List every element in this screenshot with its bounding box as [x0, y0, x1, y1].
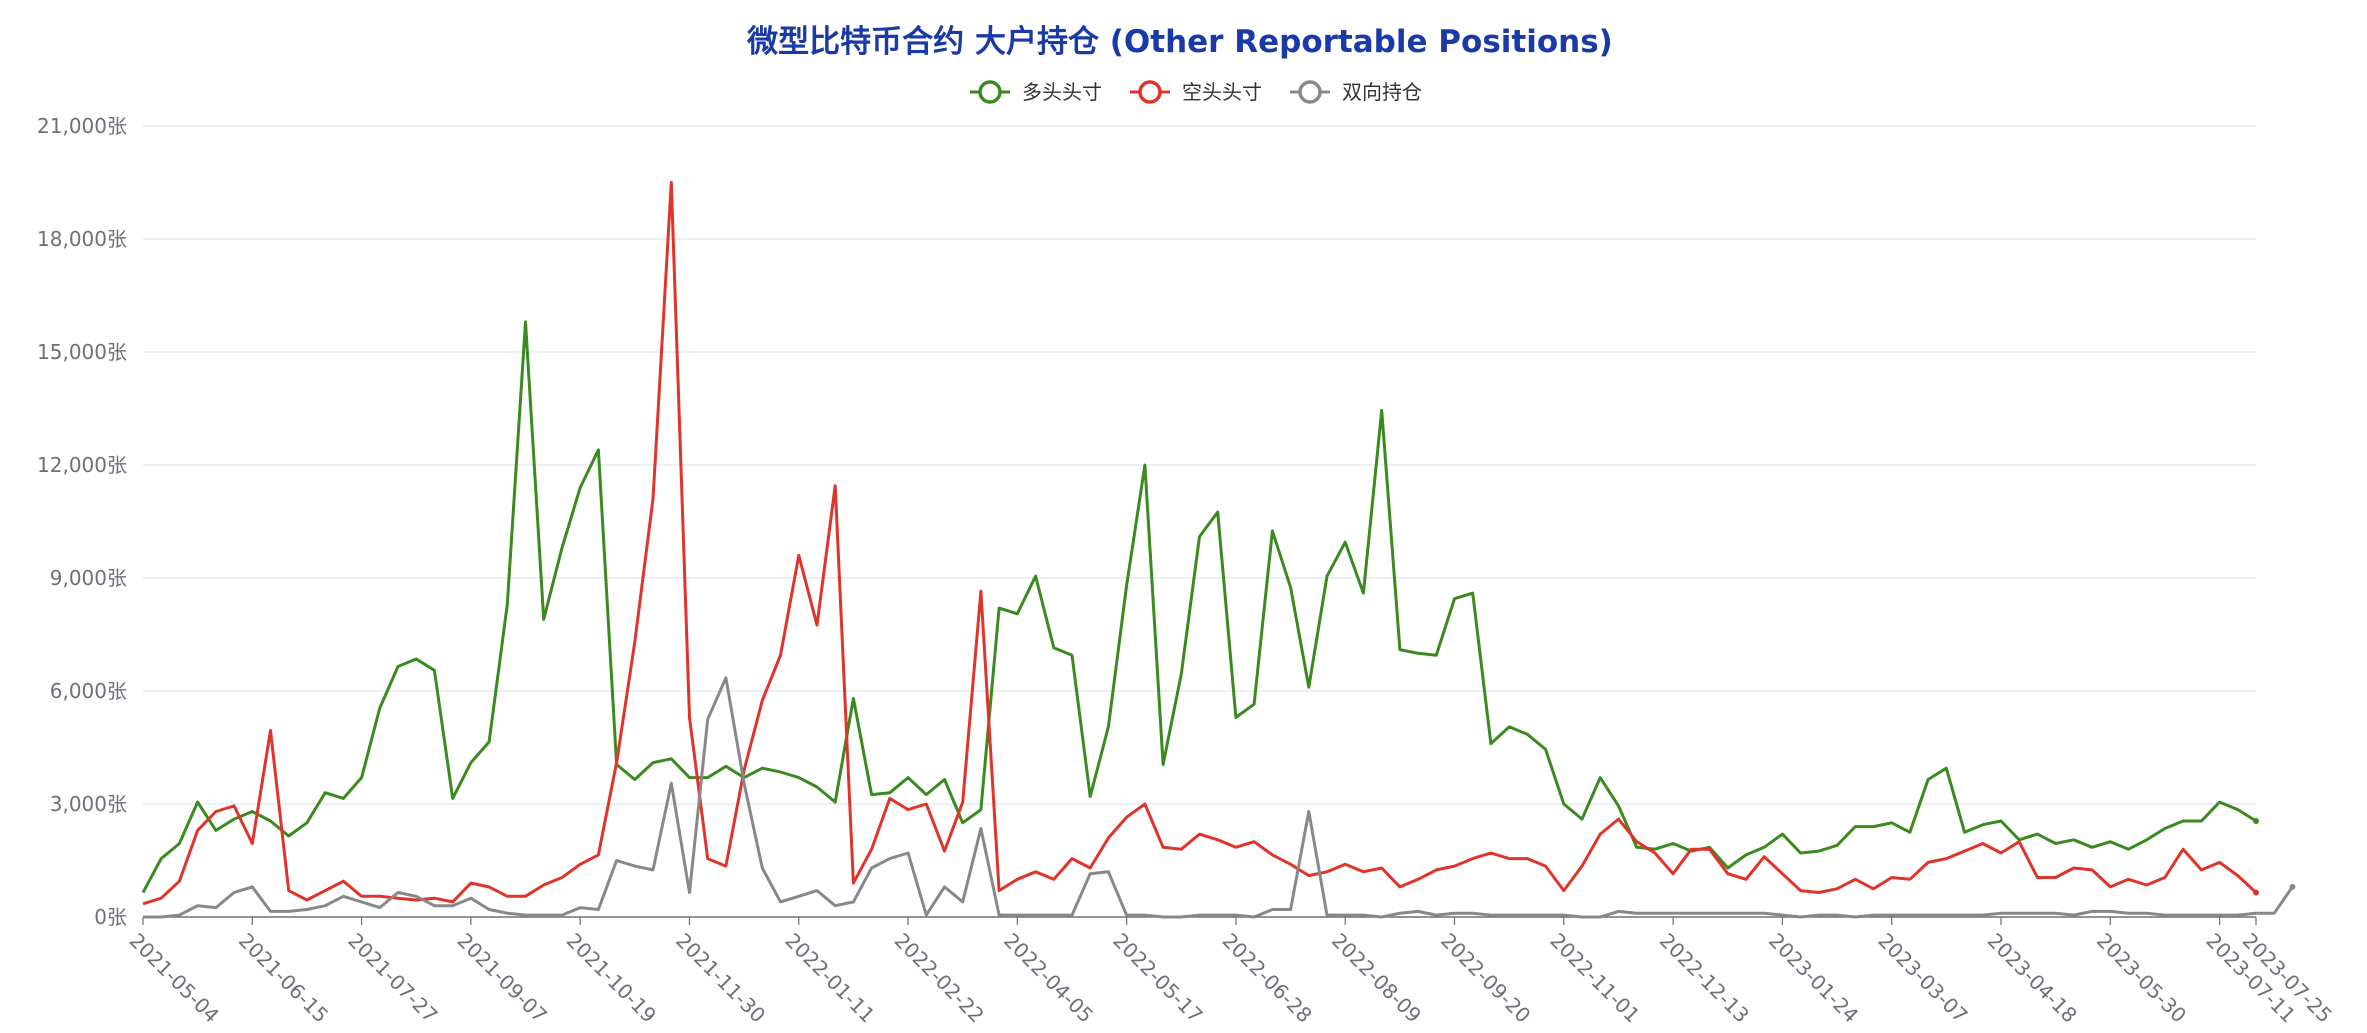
x-tick-label: 2021-07-27: [343, 928, 442, 1027]
x-tick-label: 2022-08-09: [1327, 928, 1426, 1027]
series-line-1: [141, 320, 2257, 894]
x-tick-label: 2021-11-30: [671, 928, 770, 1027]
chart-title: 微型比特币合约 大户持仓 (Other Reportable Positions…: [746, 24, 1613, 60]
x-tick-label: 2023-05-30: [2092, 928, 2191, 1027]
x-tick-label: 2021-06-15: [234, 928, 333, 1027]
legend-label: 多头头寸: [1022, 80, 1102, 104]
x-tick-label: 2023-03-07: [1873, 928, 1972, 1027]
y-tick-label: 9,000张: [50, 566, 127, 590]
series-line-2: [142, 181, 2258, 906]
x-tick-label: 2022-04-05: [999, 928, 1098, 1027]
legend-circle-icon: [1138, 80, 1162, 104]
x-tick-label: 2022-01-11: [780, 928, 879, 1027]
y-tick-label: 0张: [94, 905, 127, 929]
legend[interactable]: 多头头寸 空头头寸 双向持仓: [970, 80, 1422, 104]
legend-circle-icon: [978, 80, 1002, 104]
y-tick-label: 6,000张: [50, 679, 127, 703]
x-tick-label: 2022-11-01: [1546, 928, 1645, 1027]
series-end-point: [2253, 817, 2259, 824]
series-lines: [141, 181, 2296, 919]
series-end-point: [2253, 889, 2259, 896]
legend-item-2[interactable]: 空头头寸: [1130, 80, 1262, 104]
x-tick-label: 2023-01-24: [1764, 928, 1863, 1027]
y-tick-label: 12,000张: [37, 453, 127, 477]
y-tick-label: 15,000张: [37, 340, 127, 364]
x-tick-label: 2021-10-19: [562, 928, 661, 1027]
legend-circle-icon: [1298, 80, 1322, 104]
legend-item-1[interactable]: 多头头寸: [970, 80, 1102, 104]
x-tick-label: 2022-06-28: [1218, 928, 1317, 1027]
x-tick-label: 2021-05-04: [125, 928, 224, 1027]
x-tick-label: 2022-02-22: [890, 928, 989, 1027]
y-axis: 0张 3,000张 6,000张 9,000张 12,000张 15,000张 18,000…: [37, 114, 127, 929]
legend-label: 空头头寸: [1182, 80, 1262, 104]
x-tick-label: 2021-09-07: [453, 928, 552, 1027]
legend-item-3[interactable]: 双向持仓: [1290, 80, 1422, 104]
series-line-3: [143, 676, 2294, 919]
y-tick-label: 3,000张: [50, 792, 127, 816]
y-tick-label: 18,000张: [37, 227, 127, 251]
x-tick-label: 2023-04-18: [1983, 928, 2082, 1027]
x-tick-label: 2022-09-20: [1436, 928, 1535, 1027]
legend-label: 双向持仓: [1342, 80, 1422, 104]
x-tick-label: 2022-05-17: [1108, 928, 1207, 1027]
series-end-point: [2289, 883, 2296, 890]
y-tick-label: 21,000张: [37, 114, 127, 138]
grid-lines: [143, 125, 2256, 918]
x-axis: 2021-05-04 2021-06-15 2021-07-27 2021-09-07…: [125, 917, 2337, 1027]
x-tick-label: 2022-12-13: [1655, 928, 1754, 1027]
